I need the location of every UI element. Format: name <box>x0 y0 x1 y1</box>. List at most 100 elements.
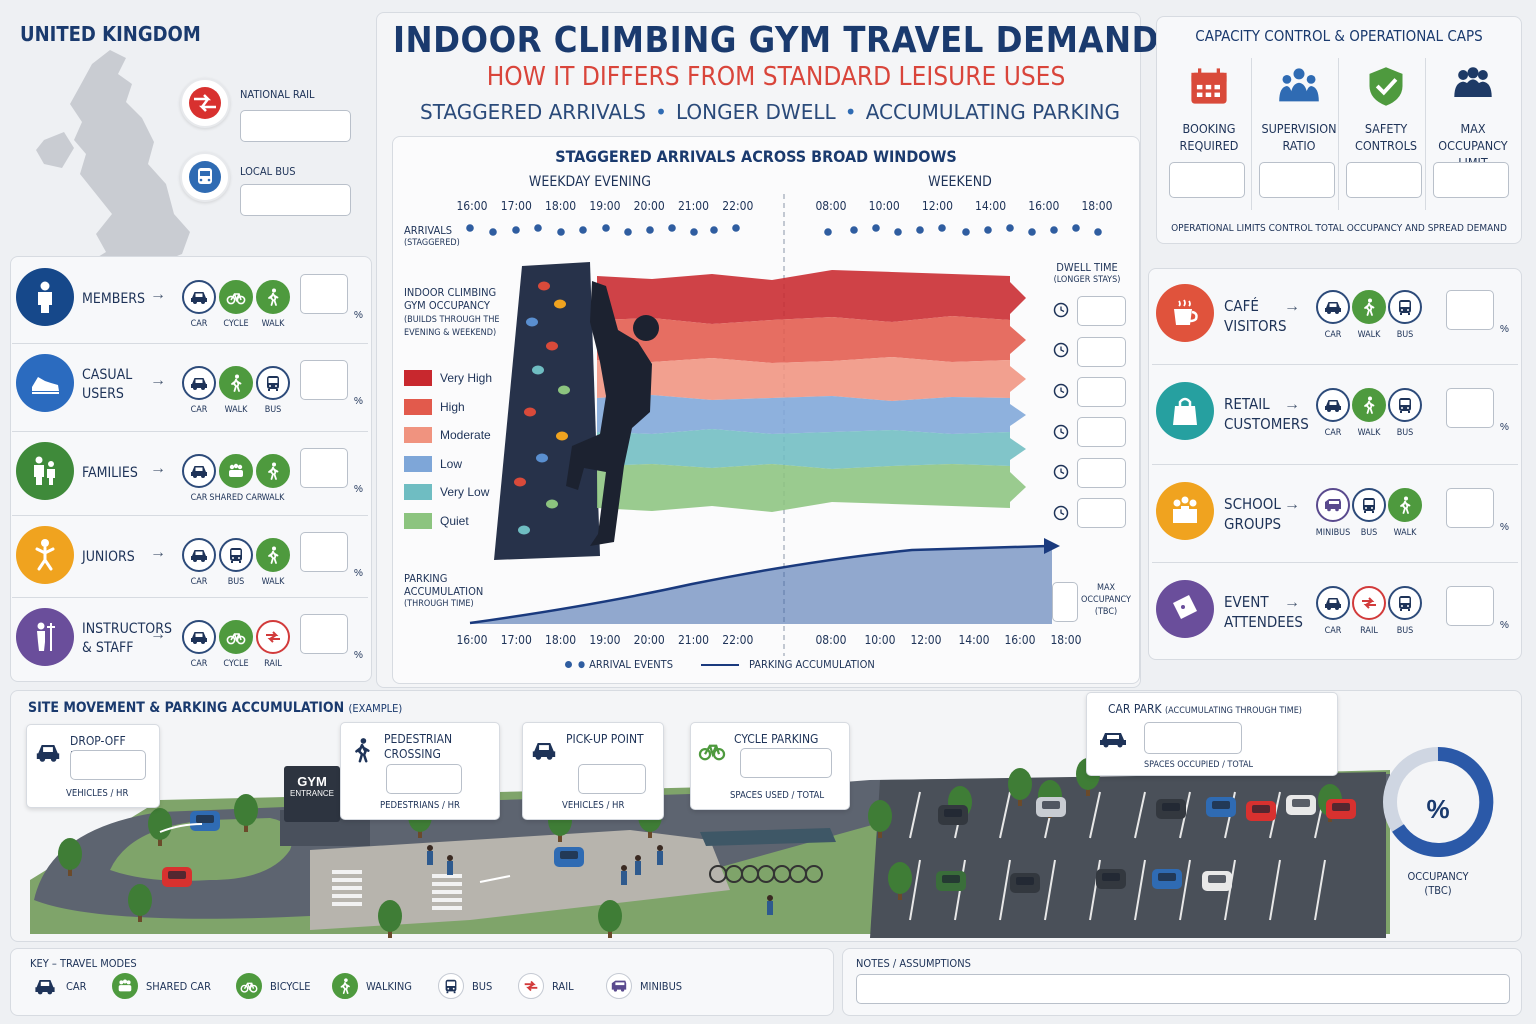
national-rail-input[interactable] <box>240 110 351 142</box>
user-group-share-input[interactable] <box>300 448 348 488</box>
car-park-sub: (ACCUMULATING THROUGH TIME) <box>1165 706 1302 716</box>
car-icon <box>35 980 55 995</box>
climbing-hold <box>536 453 548 463</box>
mode-label: WALK <box>261 319 285 329</box>
site-callout-input[interactable] <box>386 764 462 794</box>
user-group-share-input[interactable] <box>300 614 348 654</box>
crossing-stripe <box>432 890 462 894</box>
key-label: BICYCLE <box>270 980 311 993</box>
arrow-icon: → <box>1284 298 1300 315</box>
key-icon-wrap <box>32 973 58 999</box>
capacity-input[interactable] <box>1169 162 1245 198</box>
max-occupancy-title: MAX OCCUPANCY <box>1081 583 1131 605</box>
time-tick-label: 14:00 <box>975 199 1006 213</box>
minibus-icon <box>611 980 627 992</box>
page-title: INDOOR CLIMBING GYM TRAVEL DEMAND <box>393 20 1159 61</box>
occupancy-band <box>597 357 1026 401</box>
theme-list: STAGGERED ARRIVALS • LONGER DWELL • ACCU… <box>420 100 1120 124</box>
percent-sign: % <box>1500 422 1509 433</box>
cycle-icon <box>226 633 246 645</box>
time-tick-label: 21:00 <box>678 633 709 647</box>
other-use-share-input[interactable] <box>1446 388 1494 428</box>
car-park-input[interactable] <box>1144 722 1242 754</box>
capacity-input[interactable] <box>1433 162 1509 198</box>
pedestrian <box>447 855 453 861</box>
site-callout-input[interactable] <box>70 750 146 780</box>
dwell-time-input[interactable] <box>1077 498 1126 528</box>
national-rail-label: NATIONAL RAIL <box>240 88 315 101</box>
row-divider <box>1152 364 1518 365</box>
car-window <box>1042 801 1060 809</box>
dwell-time-input[interactable] <box>1077 377 1126 407</box>
dwell-time-input[interactable] <box>1077 296 1126 326</box>
site-callout-unit: SPACES USED / TOTAL <box>730 790 825 801</box>
family-icon <box>34 456 55 485</box>
other-mode-badge <box>1316 290 1350 324</box>
band-legend-item: Low <box>404 455 463 472</box>
parking-title: PARKING ACCUMULATION <box>404 572 484 598</box>
arrival-event-point <box>938 224 946 232</box>
user-group-share-input[interactable] <box>300 360 348 400</box>
walk-icon <box>340 978 350 995</box>
walk-icon <box>1400 496 1411 514</box>
notes-input[interactable] <box>856 974 1510 1004</box>
site-title-main: SITE MOVEMENT & PARKING ACCUMULATION <box>28 700 345 716</box>
car-park-unit: SPACES OCCUPIED / TOTAL <box>1144 760 1254 770</box>
dwell-time-input[interactable] <box>1077 337 1126 367</box>
car-icon <box>191 466 207 478</box>
site-callout-input[interactable] <box>740 748 832 778</box>
max-occupancy-input[interactable] <box>1052 582 1078 622</box>
other-use-share-input[interactable] <box>1446 488 1494 528</box>
car-window <box>1208 875 1226 883</box>
time-tick-label: 14:00 <box>958 633 989 647</box>
other-use-icon <box>1156 284 1214 342</box>
capacity-input[interactable] <box>1259 162 1335 198</box>
row-divider <box>12 515 368 516</box>
other-mode-badge <box>1352 586 1386 620</box>
band-name: Low <box>440 456 463 471</box>
tree <box>234 794 258 826</box>
dwell-time-input[interactable] <box>1077 417 1126 447</box>
bus-icon <box>1363 498 1375 513</box>
site-callout-input[interactable] <box>578 764 646 794</box>
clock-hands <box>1060 346 1065 353</box>
theme-staggered: STAGGERED ARRIVALS <box>420 100 646 124</box>
gauge-sub: (TBC) <box>1424 884 1452 897</box>
capacity-input[interactable] <box>1346 162 1422 198</box>
user-mode-badge <box>182 538 216 572</box>
occupancy-band <box>597 395 1026 434</box>
key-title: KEY – TRAVEL MODES <box>30 957 137 970</box>
capacity-icon-wrap <box>1187 64 1231 108</box>
dwell-time-input[interactable] <box>1077 458 1126 488</box>
other-use-share-input[interactable] <box>1446 290 1494 330</box>
period-label-weekday: WEEKDAY EVENING <box>528 174 652 190</box>
parking-label: PARKING ACCUMULATION (THROUGH TIME) <box>404 572 494 611</box>
user-group-label: CASUAL USERS <box>82 367 133 402</box>
mode-label: CAR <box>190 659 208 669</box>
user-group-share-input[interactable] <box>300 532 348 572</box>
person-icon <box>38 281 52 313</box>
walk-icon <box>1364 396 1375 414</box>
time-tick-label: 10:00 <box>864 633 895 647</box>
road-arrow <box>479 875 511 883</box>
user-group-label: JUNIORS <box>82 549 135 565</box>
other-mode-badge <box>1352 388 1386 422</box>
user-group-icon <box>16 608 74 666</box>
arrival-event-point <box>894 228 902 236</box>
occupancy-band <box>597 464 1026 512</box>
local-bus-input[interactable] <box>240 184 351 216</box>
mode-label: CAR <box>190 319 208 329</box>
minibus-icon <box>1325 499 1341 512</box>
band-legend-item: Very High <box>404 370 492 386</box>
time-tick-label: 12:00 <box>922 199 953 213</box>
other-use-icon <box>1156 382 1214 440</box>
user-group-share-input[interactable] <box>300 274 348 314</box>
gauge-symbol: % <box>1426 794 1450 824</box>
legend-parking-accumulation: PARKING ACCUMULATION <box>749 658 875 671</box>
occupancy-gauge <box>1383 746 1494 857</box>
band-name: High <box>440 399 465 414</box>
other-use-share-input[interactable] <box>1446 586 1494 626</box>
user-mode-badge <box>182 280 216 314</box>
parking-bay-line <box>1179 859 1191 921</box>
key-icon-wrap <box>518 973 544 999</box>
